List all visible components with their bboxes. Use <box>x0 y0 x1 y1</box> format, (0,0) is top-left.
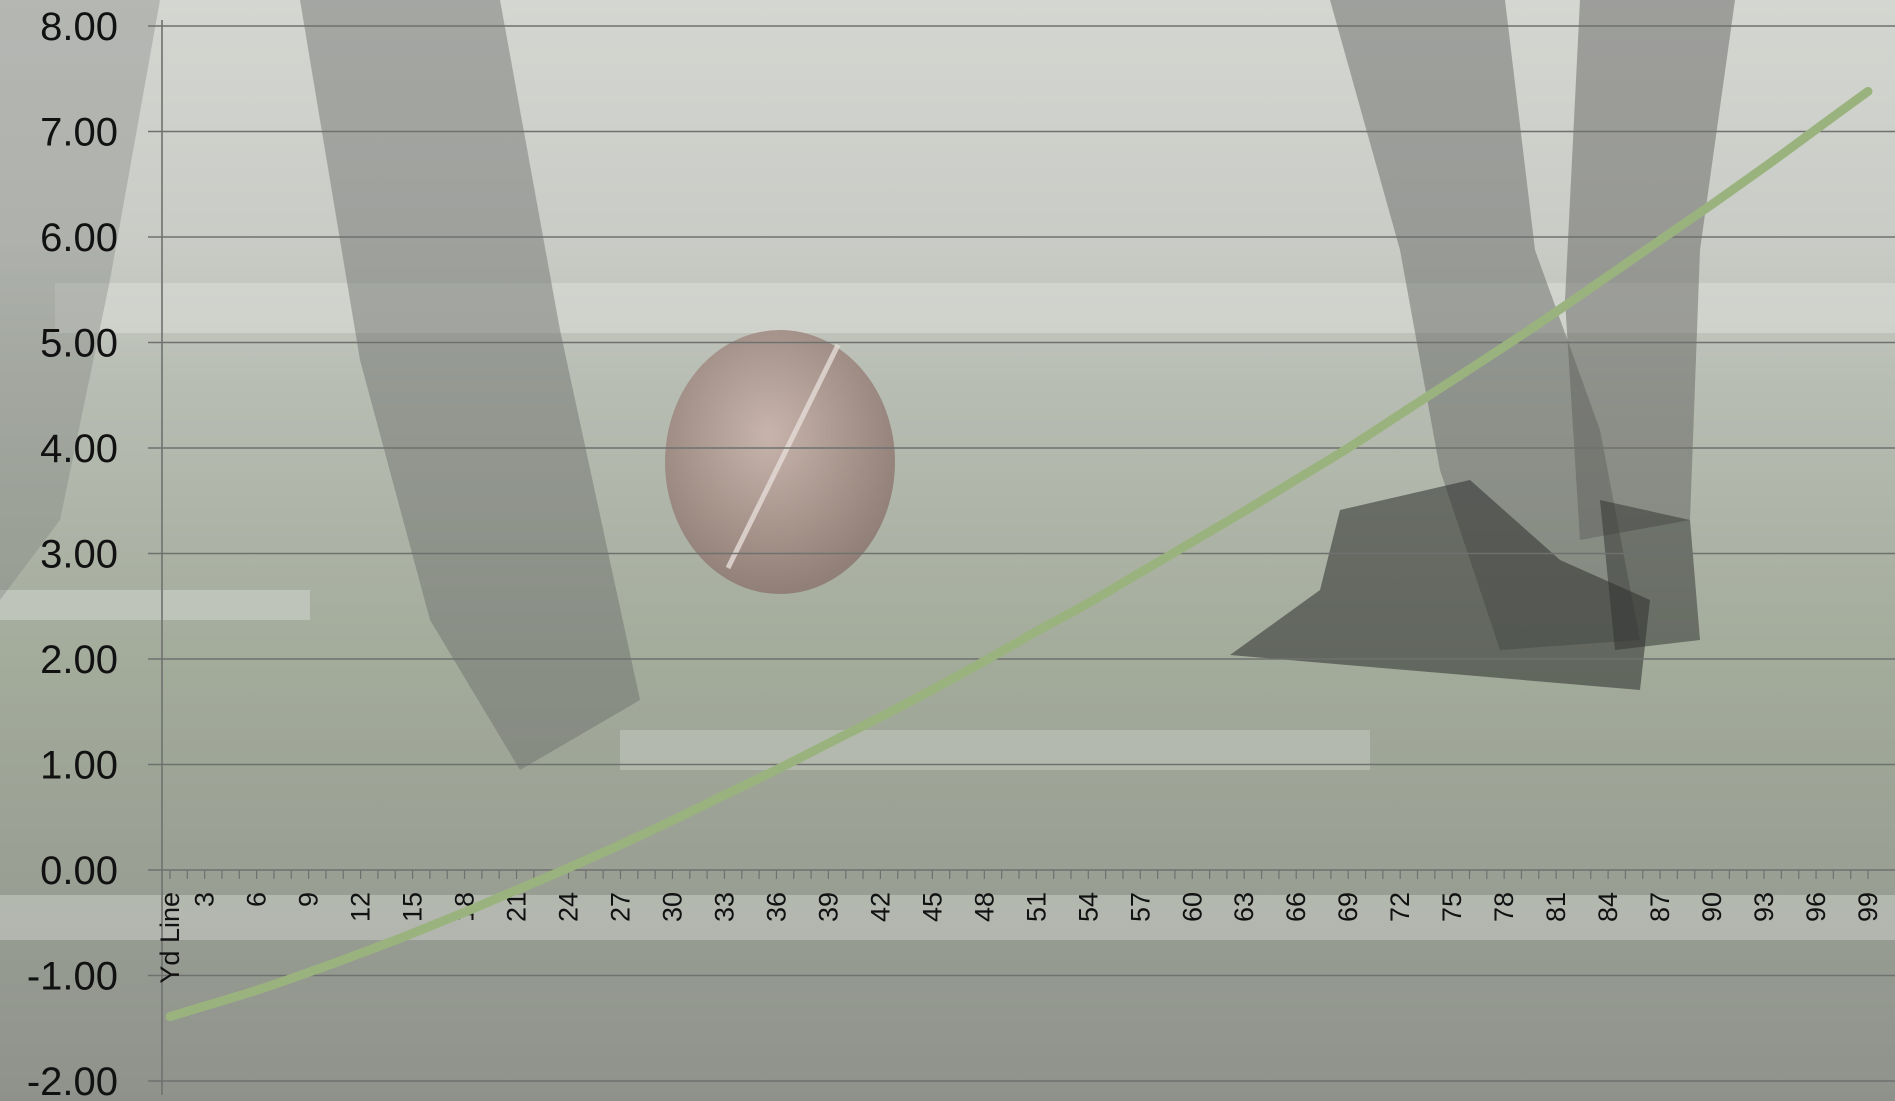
shoe <box>1600 500 1700 650</box>
kicker-leg <box>300 0 640 770</box>
axes <box>161 20 1869 1095</box>
x-tick-label: 51 <box>1021 892 1051 922</box>
x-tick-label: 87 <box>1645 892 1675 922</box>
x-tick-label: 75 <box>1437 892 1467 922</box>
series-line <box>165 86 1873 1022</box>
y-axis-tick-labels: 8.00 7.00 6.00 5.00 4.00 3.00 2.00 1.00 0.00 -1.0… <box>27 5 118 1101</box>
x-tick-label: 45 <box>917 892 947 922</box>
x-tick-label: 66 <box>1281 892 1311 922</box>
x-tick-label: 60 <box>1177 892 1207 922</box>
x-tick-label: 93 <box>1749 892 1779 922</box>
x-tick-label: 48 <box>969 892 999 922</box>
x-tick-label: 42 <box>865 892 895 922</box>
x-tick-label: 84 <box>1593 892 1623 922</box>
kicker-leg <box>0 0 160 600</box>
y-tick-label: -2.00 <box>27 1060 118 1101</box>
x-tick-label: 36 <box>761 892 791 922</box>
x-tick-label: 12 <box>346 892 376 922</box>
x-tick-label: 57 <box>1125 892 1155 922</box>
x-tick-label: 6 <box>242 892 272 907</box>
field-stripe <box>0 590 310 620</box>
holder-leg <box>1565 0 1735 540</box>
x-tick-label: 69 <box>1333 892 1363 922</box>
x-tick-label: 63 <box>1229 892 1259 922</box>
x-tick-label: 33 <box>709 892 739 922</box>
series-layer <box>165 86 1873 1022</box>
x-tick-label: 54 <box>1073 892 1103 922</box>
x-tick-label: 72 <box>1385 892 1415 922</box>
x-tick-label: 78 <box>1489 892 1519 922</box>
x-tick-label: Yd Line <box>155 892 185 984</box>
field-stripe <box>0 895 1895 940</box>
x-tick-label: 15 <box>398 892 428 922</box>
x-tick-label: 3 <box>190 892 220 907</box>
x-tick-label: 39 <box>813 892 843 922</box>
y-tick-label: 4.00 <box>40 427 118 471</box>
y-tick-label: 1.00 <box>40 744 118 788</box>
field-stripe <box>620 730 1370 770</box>
x-tick-label: 90 <box>1697 892 1727 922</box>
y-tick-label: 8.00 <box>40 5 118 49</box>
y-tick-label: 6.00 <box>40 216 118 260</box>
x-tick-label: 27 <box>605 892 635 922</box>
y-tick-label: 3.00 <box>40 533 118 577</box>
y-tick-label: -1.00 <box>27 955 118 999</box>
x-tick-label: 99 <box>1853 892 1883 922</box>
x-tick-label: 24 <box>554 892 584 922</box>
x-tick-label: 96 <box>1801 892 1831 922</box>
grid-lines <box>148 25 1895 1082</box>
y-tick-label: 7.00 <box>40 111 118 155</box>
y-tick-label: 2.00 <box>40 638 118 682</box>
x-axis-tick-labels: Yd Line 3 6 9 12 15 18 21 24 27 30 33 36 39 42 45 48 51 54… <box>155 892 1883 984</box>
x-tick-label: 30 <box>657 892 687 922</box>
holder-leg <box>1330 0 1640 650</box>
football-seam <box>725 343 841 570</box>
shoe <box>1230 480 1650 690</box>
x-tick-label: 9 <box>294 892 324 907</box>
y-tick-label: 0.00 <box>40 849 118 893</box>
x-tick-label: 81 <box>1541 892 1571 922</box>
y-tick-label: 5.00 <box>40 322 118 366</box>
